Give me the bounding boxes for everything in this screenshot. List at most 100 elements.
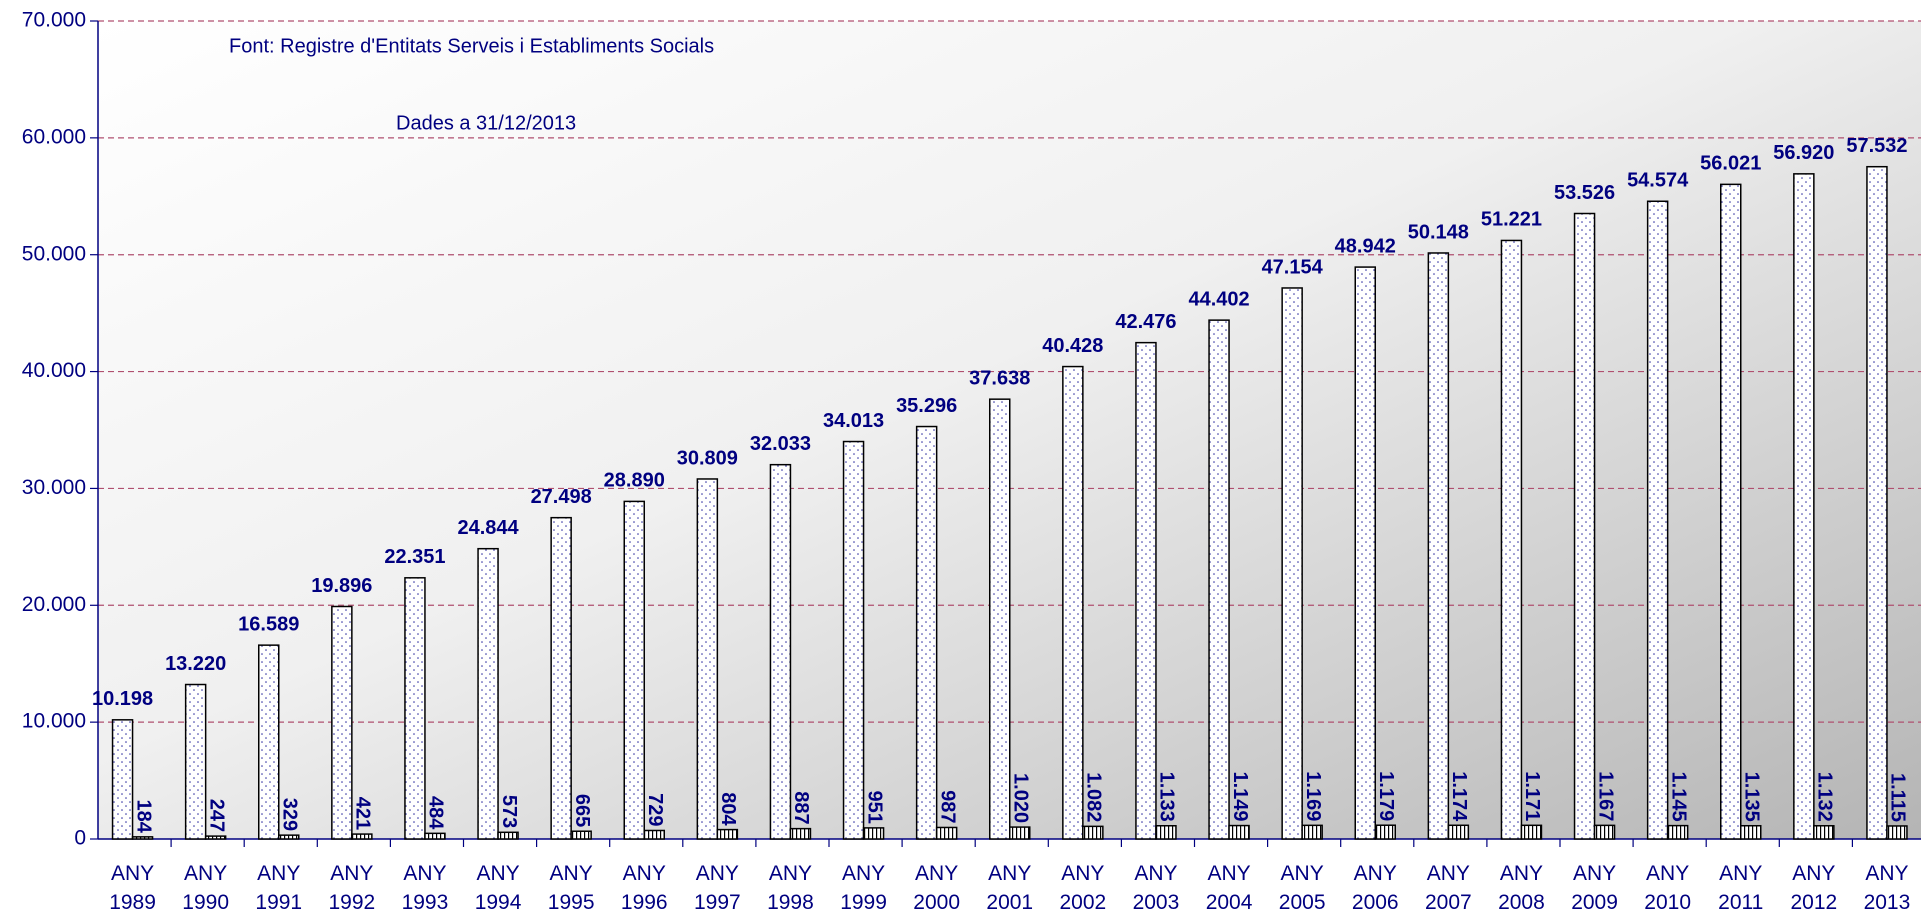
data-label: 51.221 (1481, 209, 1542, 231)
bar (404, 577, 426, 840)
bar (1155, 825, 1177, 840)
bar (1793, 173, 1815, 840)
y-tick-label: 20.000 (22, 593, 86, 616)
bar (1082, 825, 1104, 840)
data-label: 24.844 (457, 517, 519, 539)
bar (550, 516, 572, 840)
bar (623, 500, 645, 840)
data-label: 50.148 (1408, 221, 1469, 243)
bar (696, 478, 719, 840)
data-label: 484 (425, 796, 447, 830)
x-tick-label: ANY 2004 (1205, 862, 1253, 914)
bar (1866, 165, 1888, 840)
data-label: 1.132 (1814, 772, 1836, 822)
x-tick-label: ANY 1993 (401, 862, 449, 914)
x-tick-label: ANY 2011 (1718, 862, 1764, 914)
bar (1573, 212, 1596, 840)
y-tick-label: 50.000 (22, 242, 86, 265)
bar (915, 425, 938, 840)
bar (1228, 824, 1250, 840)
bar (424, 832, 446, 840)
data-label: 54.574 (1627, 170, 1689, 192)
data-label: 30.809 (677, 447, 738, 469)
data-label: 1.133 (1156, 772, 1178, 822)
bar (1208, 319, 1230, 840)
bar (1740, 824, 1762, 840)
data-label: 13.220 (165, 653, 226, 675)
bar (331, 605, 353, 840)
bar (111, 719, 134, 840)
bar (351, 833, 373, 840)
x-tick-label: ANY 2008 (1498, 862, 1545, 914)
x-tick-label: ANY 2003 (1132, 862, 1180, 914)
bar (1374, 824, 1396, 840)
data-label: 28.890 (604, 470, 665, 492)
data-label: 56.920 (1773, 142, 1834, 164)
x-tick-label: ANY 2010 (1644, 862, 1691, 914)
bar (131, 836, 154, 840)
data-label: 421 (352, 797, 374, 830)
data-label: 1.082 (1083, 772, 1105, 822)
bar (1500, 239, 1523, 840)
bar (1354, 266, 1376, 840)
x-tick-label: ANY 1989 (109, 862, 156, 914)
data-label: 804 (717, 792, 739, 826)
x-tick-label: ANY 2012 (1790, 862, 1838, 914)
bar (1520, 824, 1543, 840)
x-tick-label: ANY 2005 (1278, 862, 1326, 914)
bar (935, 826, 958, 840)
bar (497, 831, 519, 840)
x-tick-label: ANY 1998 (767, 862, 814, 914)
bar (1062, 365, 1084, 840)
x-tick-label: ANY 1997 (693, 862, 741, 914)
bar (989, 398, 1011, 840)
data-label: 1.135 (1740, 772, 1762, 822)
y-tick-label: 70.000 (22, 9, 86, 32)
x-tick-label: ANY 2013 (1863, 862, 1911, 914)
bar (278, 834, 300, 840)
data-label: 1.020 (1009, 773, 1031, 823)
bar (204, 835, 227, 840)
y-tick-label: 40.000 (22, 359, 86, 382)
data-label: 16.589 (238, 613, 299, 635)
bar (1009, 826, 1031, 840)
bar (1593, 824, 1616, 840)
data-label: 1.171 (1521, 771, 1543, 821)
data-label: 57.532 (1846, 135, 1907, 157)
bar (789, 827, 812, 840)
x-tick-label: ANY 2000 (913, 862, 960, 914)
x-tick-label: ANY 1995 (547, 862, 595, 914)
x-tick-label: ANY 1991 (255, 862, 303, 914)
x-tick-label: ANY 2001 (986, 862, 1034, 914)
data-label: 53.526 (1554, 182, 1615, 204)
y-tick-label: 60.000 (22, 125, 86, 148)
x-tick-label: ANY 2002 (1059, 862, 1107, 914)
bar (643, 829, 665, 840)
bar (1813, 825, 1835, 840)
data-label: 1.169 (1302, 771, 1324, 821)
bar (1646, 200, 1669, 840)
data-label: 1.174 (1448, 771, 1470, 822)
x-tick-label: ANY 1990 (182, 862, 229, 914)
data-label: 27.498 (531, 486, 592, 508)
annotation: Dades a 31/12/2013 (396, 112, 576, 134)
bar (258, 644, 280, 840)
bar (184, 683, 207, 840)
data-label: 37.638 (969, 367, 1030, 389)
bar (716, 828, 739, 840)
data-label: 1.167 (1594, 771, 1616, 821)
bar (842, 440, 865, 840)
bar (1281, 287, 1303, 840)
x-tick-label: ANY 2006 (1351, 862, 1399, 914)
data-label: 1.115 (1887, 773, 1909, 822)
bar (1666, 824, 1689, 840)
bar (1447, 824, 1470, 840)
data-label: 184 (132, 799, 154, 833)
data-label: 22.351 (384, 546, 445, 568)
x-tick-label: ANY 1999 (840, 862, 887, 914)
data-label: 1.149 (1229, 772, 1251, 822)
bar (1135, 341, 1157, 840)
x-tick-label: ANY 2007 (1424, 862, 1472, 914)
data-label: 247 (205, 799, 227, 832)
